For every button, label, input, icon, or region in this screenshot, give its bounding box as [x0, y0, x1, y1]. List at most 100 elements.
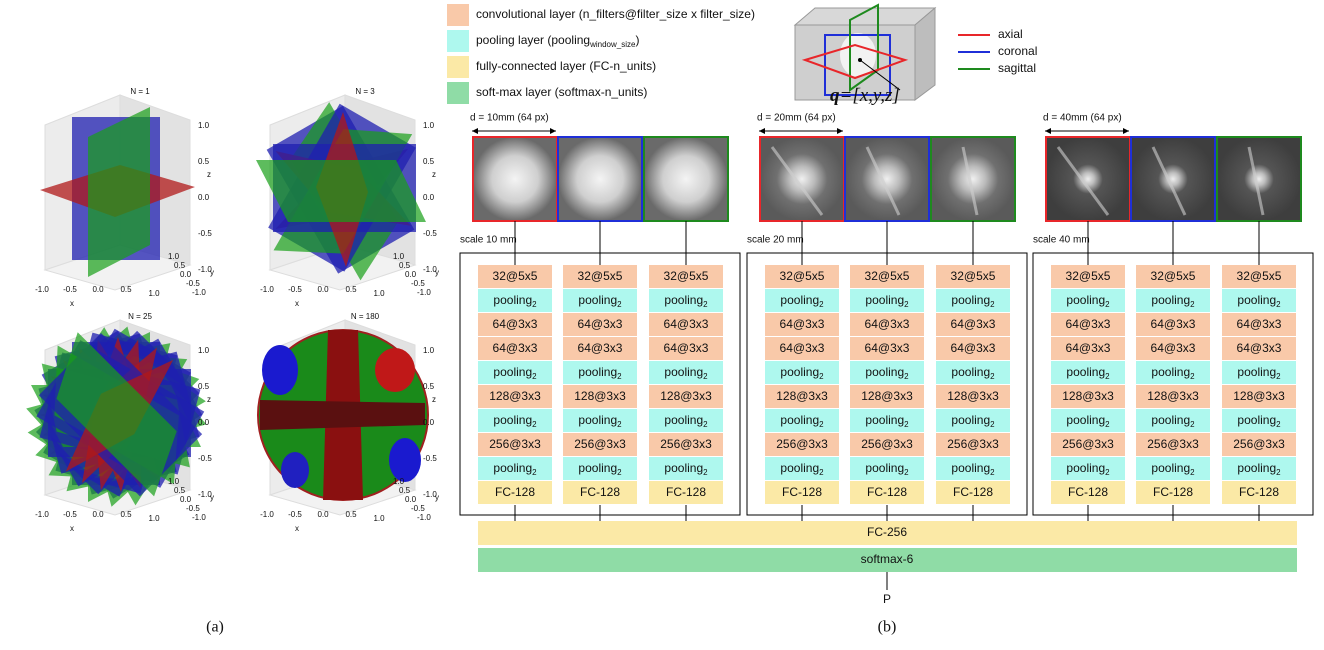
layer-text: pooling2 [780, 413, 824, 429]
layer [1222, 409, 1296, 432]
layer-text: 256@3x3 [660, 437, 712, 451]
z-tick-label: -0.5 [198, 454, 212, 463]
y-tick-label: 0.0 [405, 495, 417, 504]
layer-text: pooling2 [664, 413, 708, 429]
layer [478, 313, 552, 336]
layer-text-main: pooling [865, 461, 904, 475]
y-tick-label: 0.5 [399, 261, 411, 270]
layer [1136, 337, 1210, 360]
layer [1136, 457, 1210, 480]
axis-label: y [435, 268, 439, 277]
axis-label: x [295, 299, 299, 308]
x-tick-label: 0.5 [120, 510, 132, 519]
layer [1051, 289, 1125, 312]
layer-text-main: FC-128 [782, 485, 822, 499]
layer [1051, 385, 1125, 408]
y-tick-label: 1.0 [393, 477, 405, 486]
layer [936, 289, 1010, 312]
axis-label: z [432, 395, 436, 404]
layer-text-sub: 2 [703, 300, 708, 309]
layer [478, 265, 552, 288]
layer-text-main: FC-128 [1068, 485, 1108, 499]
layer [1222, 265, 1296, 288]
layer [649, 289, 723, 312]
layer-text-main: 256@3x3 [574, 437, 626, 451]
layer-text-main: pooling [664, 461, 703, 475]
z-tick-label: 0.5 [423, 157, 435, 166]
layer-text-main: pooling [1151, 365, 1190, 379]
plane-name: coronal [998, 44, 1037, 58]
vessel [961, 146, 979, 216]
plot-3d: N = 1-1.0-1.0 -1.0-0.5-0.5-0.50.00.00.00.… [35, 87, 214, 308]
layer-text-main: FC-128 [1239, 485, 1279, 499]
layer [649, 265, 723, 288]
patch-image [472, 136, 558, 222]
y-tick-label: -1.0 [192, 288, 206, 297]
legend-text-main: soft-max layer (softmax-n_units) [476, 85, 647, 99]
layer-text-main: 64@3x3 [865, 341, 910, 355]
layer [1136, 289, 1210, 312]
patch-image [930, 136, 1016, 222]
layer-text: pooling2 [1237, 293, 1281, 309]
layer [1051, 313, 1125, 336]
layer-text: 32@5x5 [1237, 269, 1282, 283]
arrow-head [1123, 128, 1129, 134]
layer-text-main: pooling [1066, 365, 1105, 379]
z-tick-label: 0.0 [198, 418, 210, 427]
layer [850, 409, 924, 432]
layer-text-main: 64@3x3 [865, 317, 910, 331]
layer [649, 385, 723, 408]
y-tick-label: -0.5 [411, 279, 425, 288]
layer [936, 457, 1010, 480]
arrow-head [1045, 128, 1051, 134]
layer [850, 313, 924, 336]
layer-text-main: 128@3x3 [1147, 389, 1199, 403]
layer [850, 289, 924, 312]
y-tick-label: -0.5 [186, 279, 200, 288]
layer-text: FC-128 [782, 485, 822, 499]
layer-text: FC-128 [1153, 485, 1193, 499]
layer-text-sub: 2 [990, 300, 995, 309]
layer-text-main: 32@5x5 [865, 269, 910, 283]
layer-text: 64@3x3 [780, 317, 825, 331]
layer [1136, 409, 1210, 432]
plot-title: N = 180 [351, 312, 380, 321]
layer [765, 385, 839, 408]
x-tick-label: 1.0 [373, 289, 385, 298]
layer-text-main: 64@3x3 [780, 317, 825, 331]
panel-label: (a) [206, 619, 224, 636]
layer-text: pooling2 [865, 293, 909, 309]
z-tick-label: -0.5 [423, 229, 437, 238]
sphere-blue [281, 452, 309, 488]
layer [649, 481, 723, 504]
layer-text-main: 32@5x5 [1151, 269, 1196, 283]
layer-text: pooling2 [493, 413, 537, 429]
legend-text: fully-connected layer (FC-n_units) [476, 59, 656, 73]
layer-text: pooling2 [865, 461, 909, 477]
plane-group [256, 112, 426, 267]
layer [1222, 385, 1296, 408]
plot-3d: N = 3-1.0-1.0 -1.0-0.5-0.5-0.50.00.00.00.… [256, 87, 439, 308]
legend-text-main: convolutional layer (n_filters@filter_si… [476, 7, 755, 21]
legend-swatch [447, 82, 469, 104]
layer-text: 64@3x3 [493, 341, 538, 355]
layer-text-main: pooling [578, 293, 617, 307]
layer-text-main: 256@3x3 [489, 437, 541, 451]
y-tick-label: 1.0 [393, 252, 405, 261]
layer-text-main: FC-128 [867, 485, 907, 499]
layer-text-main: FC-128 [953, 485, 993, 499]
layer-text-main: pooling [578, 365, 617, 379]
layer-text: pooling2 [578, 293, 622, 309]
z-tick-label: 1.0 [198, 121, 210, 130]
layer-text-main: 64@3x3 [951, 317, 996, 331]
arrow-head [759, 128, 765, 134]
layer-text-sub: 2 [990, 468, 995, 477]
layer-text: pooling2 [1151, 413, 1195, 429]
plane-group [40, 107, 195, 277]
x-tick-label: 0.5 [345, 285, 357, 294]
layer-text-main: pooling [951, 293, 990, 307]
layer-text-sub: 2 [532, 300, 537, 309]
x-tick-label: 0.5 [345, 510, 357, 519]
layer-text: pooling2 [951, 293, 995, 309]
vessel [1056, 146, 1110, 216]
